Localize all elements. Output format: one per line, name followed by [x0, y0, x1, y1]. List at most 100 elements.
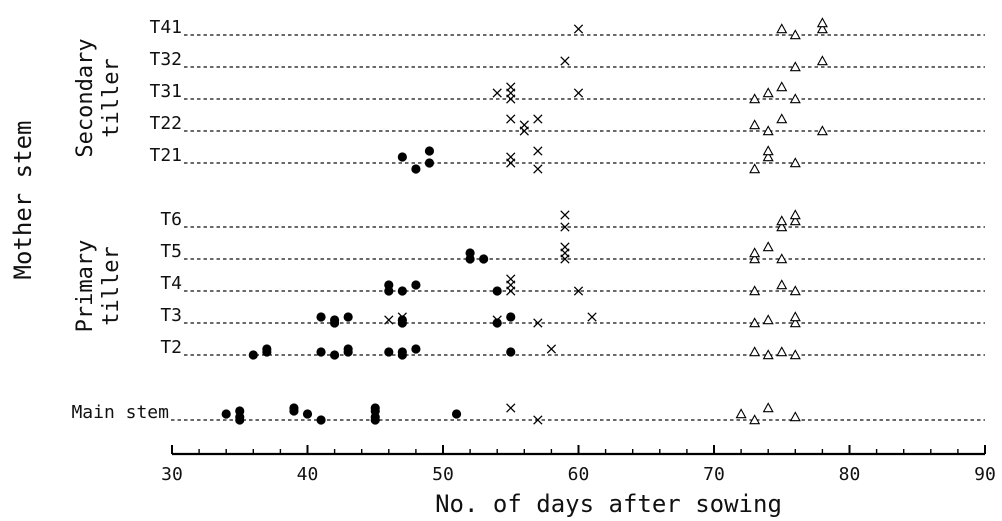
triangle-point: [776, 221, 788, 232]
triangle-point: [762, 314, 774, 325]
x-axis-label: No. of days after sowing: [435, 490, 782, 518]
circle-point: [235, 406, 245, 416]
circle-point: [492, 318, 502, 328]
circle-point: [248, 350, 258, 360]
triangle-point: [789, 215, 801, 226]
stem-label: T21: [149, 145, 182, 166]
triangle-point: [776, 81, 788, 92]
circle-point: [411, 280, 421, 290]
group-label: Secondarytiller: [73, 38, 124, 157]
triangle-point: [789, 157, 801, 168]
circle-point: [424, 146, 435, 156]
cross-point: [506, 274, 516, 284]
circle-point: [289, 403, 299, 413]
triangle-point: [749, 317, 761, 328]
triangle-point: [762, 145, 774, 156]
triangle-point: [749, 119, 761, 130]
cross-point: [506, 152, 516, 162]
circle-point: [384, 280, 394, 290]
circle-point: [397, 286, 407, 296]
cross-point: [560, 222, 570, 232]
y-axis-title: Mother stem: [9, 121, 37, 280]
circle-point: [330, 315, 340, 325]
x-tick-label: 90: [974, 464, 996, 485]
circle-point: [343, 312, 353, 322]
circle-point: [316, 415, 326, 425]
triangle-point: [776, 279, 788, 290]
circle-point: [411, 344, 421, 354]
cross-point: [506, 114, 516, 124]
cross-point: [533, 164, 543, 174]
triangle-point: [789, 209, 801, 220]
triangle-point: [762, 125, 774, 136]
circle-point: [479, 254, 489, 264]
triangle-point: [816, 17, 828, 28]
circle-point: [397, 347, 407, 357]
triangle-point: [789, 349, 801, 360]
x-tick-label: 70: [703, 464, 725, 485]
triangle-point: [749, 253, 761, 264]
cross-point: [506, 403, 516, 413]
triangle-point: [789, 317, 801, 328]
circle-point: [492, 286, 502, 296]
triangle-point: [762, 402, 774, 413]
triangle-point: [789, 411, 801, 422]
triangle-point: [749, 285, 761, 296]
triangle-point: [776, 215, 788, 226]
stem-label: T22: [149, 113, 182, 134]
circle-point: [397, 315, 407, 325]
triangle-point: [762, 241, 774, 252]
circle-point: [465, 248, 475, 258]
group-label: Primarytiller: [73, 240, 124, 333]
cross-point: [506, 82, 516, 92]
cross-point: [560, 56, 570, 66]
circle-point: [384, 347, 394, 357]
cross-point: [533, 318, 543, 328]
circle-point: [316, 312, 326, 322]
cross-point: [573, 286, 584, 296]
cross-point: [573, 24, 584, 34]
triangle-point: [816, 125, 828, 136]
stem-label: T6: [160, 209, 182, 230]
circle-point: [506, 312, 516, 322]
triangle-point: [735, 408, 747, 419]
data-points: [221, 17, 828, 425]
triangle-point: [816, 23, 828, 34]
circle-point: [262, 344, 272, 354]
cross-point: [546, 344, 557, 354]
stem-label: T5: [160, 241, 182, 262]
stem-label: T4: [160, 273, 182, 294]
x-axis: 30 40 50 60 70 80 90 No. of days after sowing: [161, 445, 996, 518]
triangle-point: [749, 247, 761, 258]
cross-point: [533, 114, 543, 124]
stem-label: T32: [149, 49, 182, 70]
circle-point: [370, 403, 380, 413]
cross-point: [560, 210, 570, 220]
circle-point: [411, 164, 421, 174]
cross-point: [492, 315, 502, 325]
triangle-point: [789, 29, 801, 40]
circle-point: [397, 152, 407, 162]
circle-point: [506, 347, 516, 357]
cross-point: [573, 88, 584, 98]
triangle-point: [789, 311, 801, 322]
triangle-point: [749, 414, 761, 425]
circle-point: [221, 409, 231, 419]
cross-point: [492, 88, 502, 98]
circle-point: [330, 350, 340, 360]
triangle-point: [749, 163, 761, 174]
triangle-point: [776, 113, 788, 124]
triangle-point: [816, 55, 828, 66]
row-guides: [171, 34, 985, 421]
triangle-point: [776, 346, 788, 357]
triangle-point: [789, 61, 801, 72]
cross-point: [384, 315, 394, 325]
triangle-point: [749, 346, 761, 357]
cross-point: [397, 312, 408, 322]
x-tick-label: 40: [297, 464, 319, 485]
circle-point: [343, 344, 353, 354]
triangle-point: [762, 87, 774, 98]
labels: T41 T32 T31 T22 T21 T6 T5 T4 T3 T2 Main stem Mother…: [9, 17, 182, 423]
x-tick-label: 50: [432, 464, 454, 485]
